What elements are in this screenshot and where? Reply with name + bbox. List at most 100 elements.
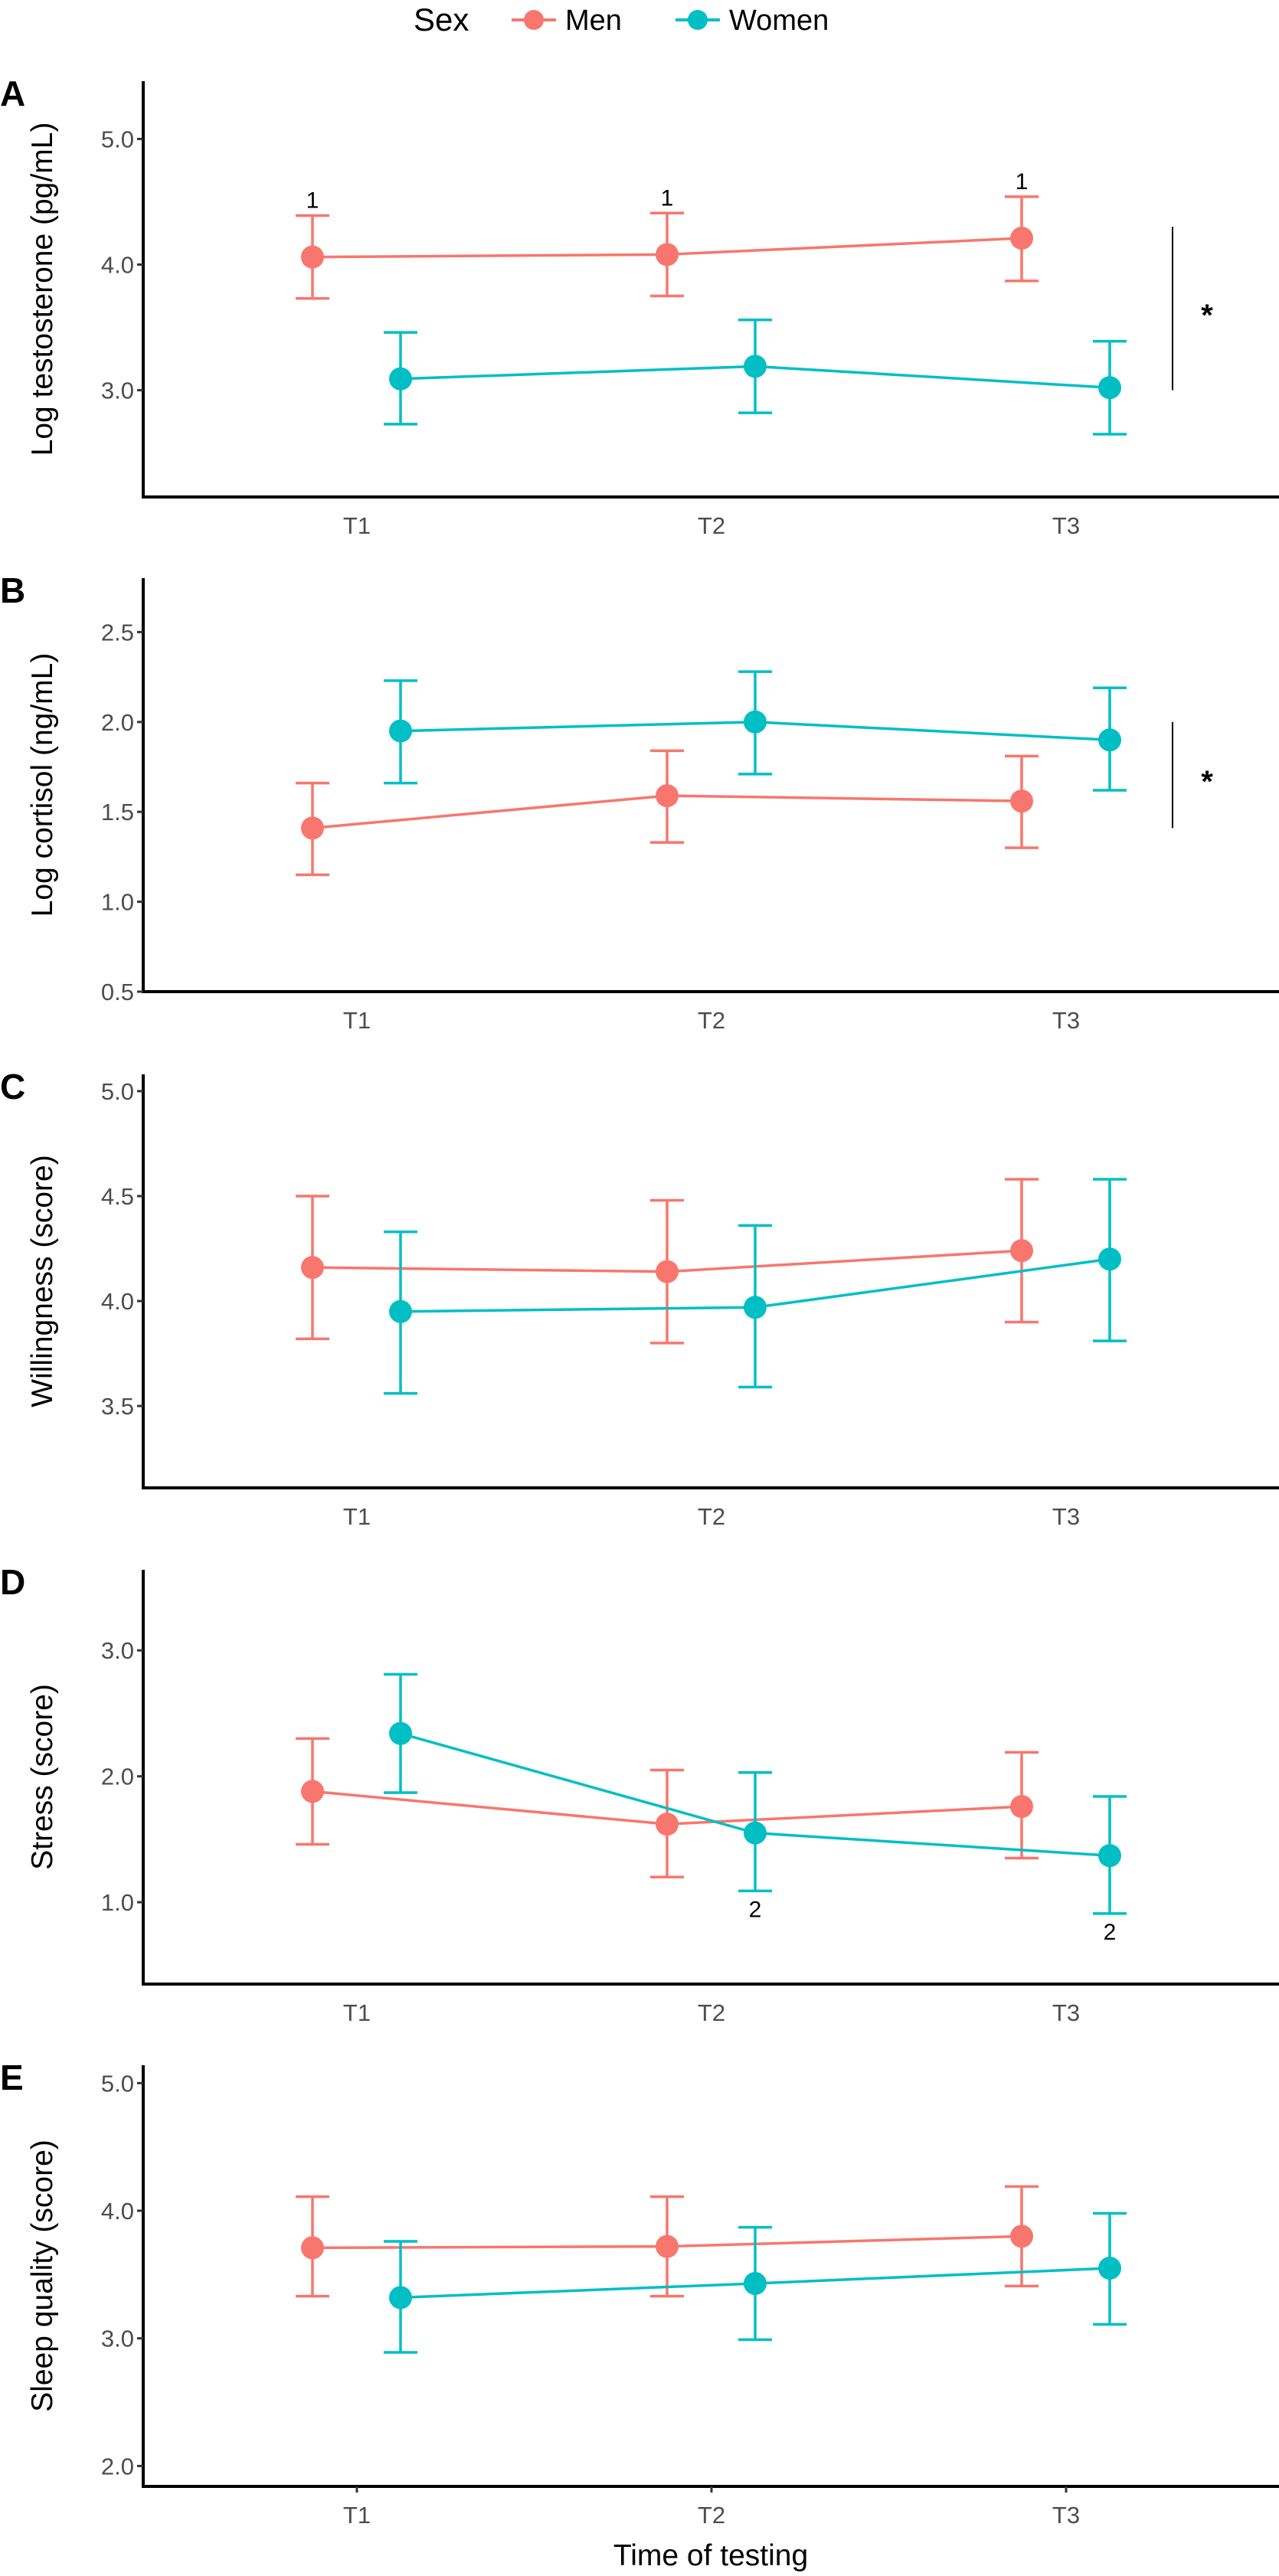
y-tick-label: 5.0: [101, 1078, 134, 1105]
y-axis-title: Sleep quality (score): [26, 2140, 59, 2412]
point-annotation: 1: [661, 185, 674, 211]
data-point: [389, 719, 412, 743]
significance-star: *: [1201, 299, 1213, 332]
data-point: [301, 816, 324, 840]
y-tick-label: 1.0: [101, 889, 134, 916]
panel-tag: E: [0, 2058, 24, 2097]
point-annotation: 2: [1104, 1920, 1117, 1945]
data-point: [1098, 728, 1121, 752]
y-tick-label: 4.0: [101, 2198, 134, 2225]
data-point: [301, 245, 324, 269]
series-men: [296, 1737, 1039, 1878]
panel-c: C 3.5 4.0 4.5 5.0 T1 T2 T3 Willingness (score): [0, 1067, 1279, 1530]
series-women: [384, 318, 1127, 436]
series-men: [296, 2185, 1039, 2298]
data-point: [301, 1256, 324, 1280]
x-tick-label: T2: [698, 1999, 725, 2026]
data-point: [1010, 1239, 1033, 1263]
data-point: [389, 1299, 412, 1323]
series-men: [296, 749, 1039, 877]
data-point: [656, 2234, 679, 2258]
data-point: [389, 2286, 412, 2310]
y-tick-label: 5.0: [101, 126, 134, 152]
data-point: [1010, 2225, 1033, 2248]
y-tick-label: 3.0: [101, 1637, 134, 1664]
x-tick-label: T3: [1052, 1999, 1080, 2026]
y-tick-label: 3.0: [101, 378, 134, 404]
y-tick-label: 1.0: [101, 1889, 134, 1916]
series-men: 1 1 1: [296, 169, 1039, 300]
y-axis-title: Stress (score): [26, 1684, 59, 1870]
x-tick-label: T3: [1052, 1007, 1080, 1034]
data-point: [301, 1780, 324, 1803]
y-tick-label: 0.5: [101, 979, 134, 1005]
y-tick-label: 4.0: [101, 1288, 134, 1315]
y-tick-label: 4.5: [101, 1183, 134, 1210]
legend-key-point-women: [688, 10, 708, 30]
x-axis-title: Time of testing: [613, 2539, 808, 2572]
data-point: [1098, 1247, 1121, 1271]
legend: Sex Men Women: [414, 2, 829, 38]
panel-b: B 0.5 1.0 1.5 2.0 2.5 T1 T2 T3 Log cortisol (ng/m…: [0, 570, 1279, 1034]
series-men: [296, 1178, 1039, 1345]
data-point: [744, 2272, 767, 2295]
data-point: [656, 784, 679, 808]
data-point: [744, 710, 767, 734]
series-women: 22: [384, 1672, 1127, 1945]
y-tick-label: 3.5: [101, 1393, 134, 1420]
panel-a: A 3.0 4.0 5.0 T1 T2 T3 Log testosterone (pg/mL)…: [0, 74, 1279, 539]
panel-tag: B: [0, 570, 25, 610]
point-annotation: 1: [306, 188, 319, 214]
legend-entry-men: Men: [512, 5, 622, 37]
data-point: [1010, 789, 1033, 813]
data-point: [1098, 2257, 1121, 2280]
data-point: [301, 2236, 324, 2260]
y-tick-label: 2.0: [101, 709, 134, 736]
y-axis-title: Log testosterone (pg/mL): [26, 123, 59, 456]
y-tick-label: 5.0: [101, 2070, 134, 2097]
y-axis-title: Log cortisol (ng/mL): [26, 653, 59, 917]
legend-title: Sex: [414, 2, 469, 38]
x-tick-label: T1: [343, 512, 371, 539]
data-point: [1010, 227, 1033, 250]
x-tick-label: T2: [698, 512, 725, 539]
x-tick-label: T3: [1052, 1503, 1080, 1530]
x-tick-label: T1: [343, 1999, 371, 2026]
legend-key-point-men: [524, 10, 544, 30]
data-point: [744, 1821, 767, 1845]
y-tick-label: 4.0: [101, 252, 134, 279]
y-tick-label: 2.5: [101, 619, 134, 646]
x-tick-label: T2: [698, 1007, 725, 1034]
x-tick-label: T2: [698, 2502, 725, 2529]
data-point: [656, 1260, 679, 1283]
x-tick-label: T1: [343, 1503, 371, 1530]
data-point: [389, 1721, 412, 1745]
point-annotation: 1: [1016, 169, 1029, 195]
x-tick-label: T1: [343, 2502, 371, 2529]
y-axis-title: Willingness (score): [26, 1155, 59, 1407]
x-tick-label: T3: [1052, 512, 1080, 539]
panel-tag: A: [0, 74, 25, 113]
legend-entry-women: Women: [675, 5, 829, 37]
y-tick-label: 2.0: [101, 2453, 134, 2480]
point-annotation: 2: [749, 1897, 762, 1922]
x-tick-label: T1: [343, 1007, 371, 1034]
data-point: [656, 243, 679, 266]
x-tick-label: T2: [698, 1503, 725, 1530]
data-point: [1010, 1795, 1033, 1819]
data-point: [744, 355, 767, 378]
series-women: [384, 2212, 1127, 2354]
panel-tag: D: [0, 1562, 25, 1602]
y-tick-label: 1.5: [101, 799, 134, 825]
data-point: [389, 367, 412, 391]
legend-label-women: Women: [729, 5, 829, 37]
data-point: [1098, 1844, 1121, 1868]
panel-e: E 2.0 3.0 4.0 5.0 T1 T2 T3 Sleep quality (score): [0, 2058, 1279, 2529]
significance-star: *: [1201, 765, 1213, 799]
series-women: [384, 1178, 1127, 1395]
data-point: [1098, 376, 1121, 400]
y-tick-label: 3.0: [101, 2326, 134, 2352]
legend-label-men: Men: [565, 5, 622, 37]
